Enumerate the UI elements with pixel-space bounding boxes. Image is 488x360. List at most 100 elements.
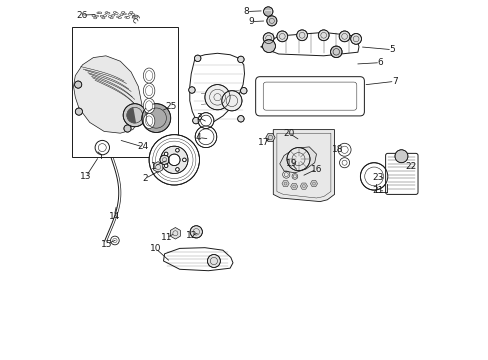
- Circle shape: [237, 56, 244, 63]
- Text: 2: 2: [142, 174, 148, 183]
- Ellipse shape: [111, 14, 115, 16]
- Circle shape: [318, 30, 328, 41]
- Circle shape: [123, 125, 131, 132]
- Circle shape: [75, 108, 82, 115]
- Ellipse shape: [145, 101, 152, 111]
- Circle shape: [160, 146, 187, 174]
- Ellipse shape: [128, 13, 131, 15]
- Text: 5: 5: [388, 45, 394, 54]
- Polygon shape: [273, 130, 334, 202]
- Text: 21: 21: [372, 186, 383, 195]
- Wedge shape: [126, 107, 136, 123]
- Ellipse shape: [118, 17, 121, 19]
- Polygon shape: [163, 248, 232, 271]
- Ellipse shape: [106, 12, 110, 14]
- Circle shape: [192, 117, 199, 124]
- Ellipse shape: [97, 12, 100, 14]
- Polygon shape: [290, 183, 297, 190]
- Ellipse shape: [143, 83, 155, 98]
- Circle shape: [350, 33, 361, 44]
- FancyBboxPatch shape: [255, 77, 364, 116]
- Polygon shape: [73, 56, 142, 133]
- Polygon shape: [300, 183, 307, 189]
- Ellipse shape: [124, 16, 128, 18]
- Circle shape: [194, 55, 201, 62]
- Text: 1: 1: [151, 162, 156, 171]
- Circle shape: [149, 135, 199, 185]
- Polygon shape: [170, 228, 180, 239]
- Circle shape: [286, 148, 309, 171]
- Text: 22: 22: [405, 162, 416, 171]
- Circle shape: [276, 31, 287, 42]
- Text: 19: 19: [285, 159, 296, 168]
- Circle shape: [160, 155, 169, 165]
- Text: 13: 13: [80, 172, 92, 181]
- FancyBboxPatch shape: [385, 153, 417, 194]
- Circle shape: [263, 7, 272, 16]
- Circle shape: [164, 164, 167, 167]
- Ellipse shape: [105, 12, 108, 14]
- Ellipse shape: [100, 15, 103, 17]
- Circle shape: [142, 104, 170, 132]
- Polygon shape: [189, 53, 244, 124]
- Circle shape: [190, 226, 202, 238]
- Polygon shape: [153, 162, 163, 172]
- Text: 11: 11: [160, 233, 172, 242]
- Ellipse shape: [121, 12, 124, 13]
- Bar: [72, 27, 178, 157]
- Ellipse shape: [102, 17, 105, 19]
- Text: 3: 3: [196, 113, 201, 122]
- Circle shape: [262, 40, 275, 53]
- Ellipse shape: [93, 17, 97, 19]
- Ellipse shape: [129, 12, 133, 13]
- Circle shape: [204, 85, 230, 110]
- Circle shape: [175, 168, 179, 171]
- Ellipse shape: [120, 14, 123, 16]
- Circle shape: [394, 150, 407, 163]
- Text: 9: 9: [248, 17, 254, 26]
- Circle shape: [182, 158, 186, 162]
- Ellipse shape: [133, 17, 136, 18]
- Text: 24: 24: [137, 143, 148, 152]
- Polygon shape: [282, 180, 288, 187]
- Ellipse shape: [115, 13, 118, 14]
- Ellipse shape: [143, 98, 155, 113]
- Circle shape: [263, 33, 273, 44]
- Circle shape: [195, 126, 216, 148]
- Ellipse shape: [134, 16, 138, 18]
- Circle shape: [360, 163, 387, 190]
- Ellipse shape: [108, 15, 111, 17]
- Ellipse shape: [145, 116, 152, 126]
- Ellipse shape: [143, 113, 155, 129]
- Text: 26: 26: [76, 11, 87, 20]
- Ellipse shape: [123, 13, 126, 15]
- Ellipse shape: [145, 86, 152, 96]
- Text: 4: 4: [196, 133, 201, 142]
- Polygon shape: [279, 147, 316, 173]
- Ellipse shape: [92, 15, 95, 17]
- Text: 6: 6: [377, 58, 382, 67]
- Circle shape: [240, 87, 246, 94]
- Text: 10: 10: [149, 244, 161, 253]
- Circle shape: [266, 16, 276, 26]
- Polygon shape: [310, 180, 317, 187]
- Text: 16: 16: [310, 165, 322, 174]
- Ellipse shape: [95, 15, 98, 17]
- Circle shape: [237, 116, 244, 122]
- Text: 23: 23: [372, 174, 383, 183]
- FancyBboxPatch shape: [263, 82, 356, 110]
- Text: 15: 15: [101, 240, 113, 248]
- Ellipse shape: [98, 12, 102, 14]
- Text: 25: 25: [165, 103, 176, 112]
- Circle shape: [168, 154, 180, 166]
- Text: 8: 8: [244, 7, 249, 16]
- Polygon shape: [260, 32, 358, 56]
- Circle shape: [296, 30, 307, 41]
- Text: 20: 20: [283, 129, 294, 138]
- Circle shape: [123, 104, 146, 127]
- Text: 7: 7: [391, 77, 397, 86]
- Circle shape: [164, 152, 167, 156]
- Ellipse shape: [131, 13, 134, 15]
- Ellipse shape: [145, 71, 152, 81]
- Circle shape: [198, 113, 213, 129]
